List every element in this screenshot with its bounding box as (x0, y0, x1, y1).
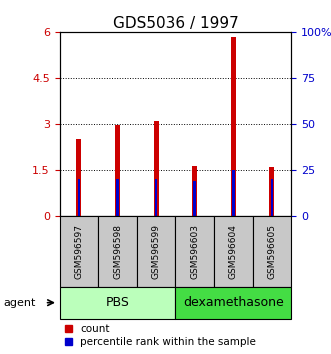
Bar (116, 178, 119, 216)
Title: GDS5036 / 1997: GDS5036 / 1997 (113, 16, 238, 31)
Bar (154, 121, 159, 216)
Bar (60, 287, 175, 319)
Bar (115, 125, 120, 216)
Bar (253, 216, 291, 287)
Bar (60, 216, 98, 287)
Legend: count, percentile rank within the sample: count, percentile rank within the sample (65, 324, 256, 347)
Text: GSM596604: GSM596604 (229, 224, 238, 279)
Text: GSM596598: GSM596598 (113, 224, 122, 279)
Bar (232, 170, 235, 216)
Bar (175, 216, 214, 287)
Bar (76, 139, 81, 216)
Bar (271, 179, 273, 216)
Bar (77, 178, 80, 216)
Bar (98, 216, 137, 287)
Bar (269, 167, 274, 216)
Bar (214, 216, 253, 287)
Text: GSM596599: GSM596599 (152, 224, 161, 279)
Bar (137, 216, 175, 287)
Bar (192, 166, 197, 216)
Bar (175, 287, 291, 319)
Bar (231, 38, 236, 216)
Text: PBS: PBS (106, 296, 129, 309)
Bar (155, 178, 158, 216)
Text: GSM596597: GSM596597 (74, 224, 83, 279)
Bar (193, 181, 196, 216)
Text: dexamethasone: dexamethasone (183, 296, 284, 309)
Text: GSM596605: GSM596605 (267, 224, 276, 279)
Text: GSM596603: GSM596603 (190, 224, 199, 279)
Text: agent: agent (3, 298, 36, 308)
